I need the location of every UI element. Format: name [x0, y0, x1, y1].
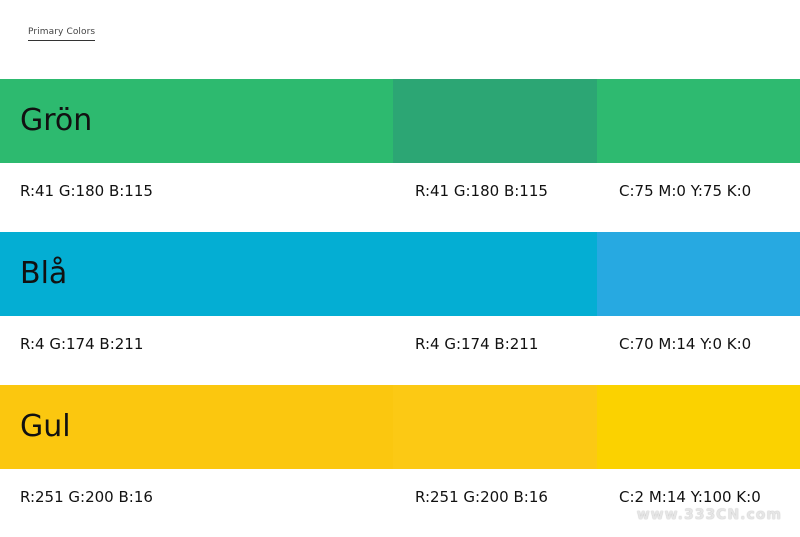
color-value: C:75 M:0 Y:75 K:0	[619, 182, 752, 200]
color-value: R:251 G:200 B:16	[415, 488, 548, 506]
color-value: R:41 G:180 B:115	[20, 182, 153, 200]
color-group: Gul R:251 G:200 B:16 R:251 G:200 B:16 C:2 M…	[0, 385, 800, 537]
color-swatch	[0, 79, 393, 163]
color-swatch	[393, 79, 597, 163]
color-swatch	[0, 232, 393, 316]
color-name: Grön	[20, 103, 93, 138]
color-value: C:2 M:14 Y:100 K:0	[619, 488, 761, 506]
color-swatch	[393, 385, 597, 469]
color-swatch	[597, 232, 800, 316]
watermark: www.333CN.com	[636, 507, 782, 523]
color-value: R:4 G:174 B:211	[20, 335, 144, 353]
color-swatch	[597, 385, 800, 469]
color-value: R:251 G:200 B:16	[20, 488, 153, 506]
color-value: R:41 G:180 B:115	[415, 182, 548, 200]
section-title: Primary Colors	[28, 27, 96, 41]
color-swatch	[393, 232, 597, 316]
color-swatch	[0, 385, 393, 469]
color-value: C:70 M:14 Y:0 K:0	[619, 335, 752, 353]
color-name: Blå	[20, 256, 68, 291]
color-group: Blå R:4 G:174 B:211 R:4 G:174 B:211 C:70 M:…	[0, 232, 800, 384]
color-group: Grön R:41 G:180 B:115 R:41 G:180 B:115 C:75…	[0, 79, 800, 231]
color-swatch	[597, 79, 800, 163]
color-name: Gul	[20, 409, 71, 444]
color-value: R:4 G:174 B:211	[415, 335, 539, 353]
